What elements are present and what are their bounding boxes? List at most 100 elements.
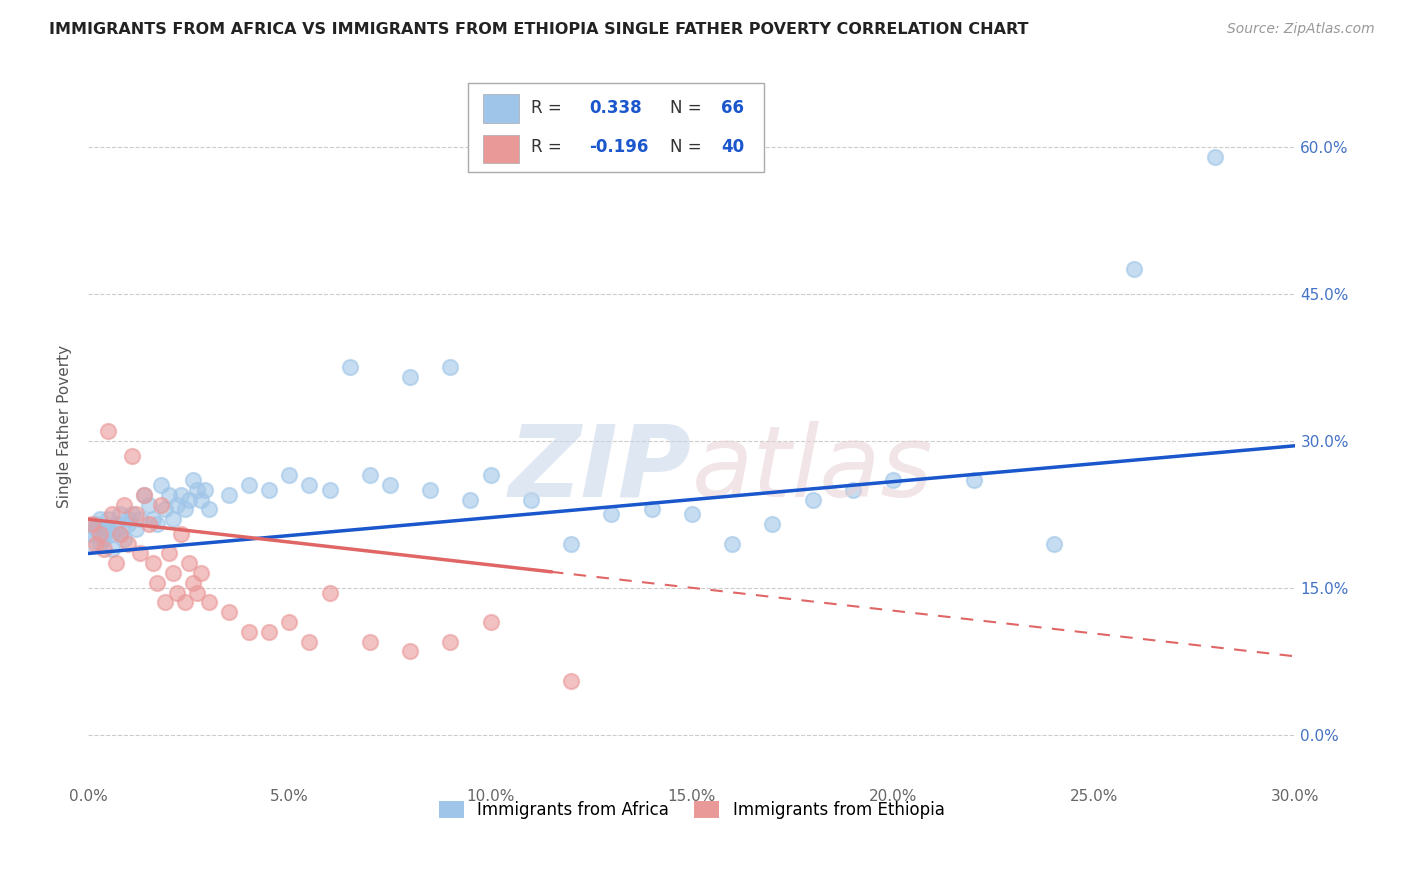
Point xyxy=(218,488,240,502)
Point xyxy=(479,468,502,483)
Point xyxy=(82,527,104,541)
Point xyxy=(560,673,582,688)
Point xyxy=(1123,262,1146,277)
Point xyxy=(166,585,188,599)
Point xyxy=(198,502,221,516)
Point xyxy=(153,502,176,516)
Point xyxy=(186,585,208,599)
Point xyxy=(640,502,662,516)
Point xyxy=(112,498,135,512)
Point xyxy=(162,566,184,580)
Text: ZIP: ZIP xyxy=(509,420,692,517)
Point xyxy=(298,478,321,492)
Text: 0.338: 0.338 xyxy=(589,99,641,117)
Text: 66: 66 xyxy=(721,99,744,117)
Point xyxy=(84,522,107,536)
Point xyxy=(145,517,167,532)
Text: 40: 40 xyxy=(721,138,744,156)
Point xyxy=(84,537,107,551)
Point xyxy=(166,498,188,512)
Text: Source: ZipAtlas.com: Source: ZipAtlas.com xyxy=(1227,22,1375,37)
Point xyxy=(125,508,148,522)
Point xyxy=(170,488,193,502)
Point xyxy=(134,488,156,502)
Point xyxy=(721,537,744,551)
Point xyxy=(93,527,115,541)
Point xyxy=(194,483,217,497)
Point xyxy=(117,537,139,551)
Point xyxy=(117,512,139,526)
Point xyxy=(399,370,422,384)
Legend: Immigrants from Africa, Immigrants from Ethiopia: Immigrants from Africa, Immigrants from … xyxy=(433,794,952,825)
Text: N =: N = xyxy=(671,138,707,156)
Point xyxy=(460,492,482,507)
Point xyxy=(162,512,184,526)
Point xyxy=(419,483,441,497)
Point xyxy=(190,492,212,507)
Point xyxy=(479,615,502,629)
Point xyxy=(121,508,143,522)
FancyBboxPatch shape xyxy=(468,83,765,172)
Point xyxy=(298,634,321,648)
Point xyxy=(93,541,115,556)
Point xyxy=(89,527,111,541)
Point xyxy=(181,575,204,590)
Point xyxy=(153,595,176,609)
Point xyxy=(145,575,167,590)
Point xyxy=(157,547,180,561)
Point xyxy=(257,483,280,497)
Point xyxy=(560,537,582,551)
Point xyxy=(842,483,865,497)
Point xyxy=(101,541,124,556)
Point xyxy=(962,473,984,487)
Y-axis label: Single Father Poverty: Single Father Poverty xyxy=(58,344,72,508)
Point xyxy=(218,605,240,619)
Point xyxy=(138,517,160,532)
Point xyxy=(105,556,128,570)
Point xyxy=(359,634,381,648)
Point xyxy=(97,522,120,536)
Point xyxy=(125,522,148,536)
Point xyxy=(181,473,204,487)
Point xyxy=(141,512,163,526)
Text: -0.196: -0.196 xyxy=(589,138,648,156)
Point xyxy=(149,498,172,512)
Point xyxy=(110,508,132,522)
Point xyxy=(520,492,543,507)
Point xyxy=(121,449,143,463)
Point xyxy=(110,527,132,541)
Point xyxy=(1043,537,1066,551)
Point xyxy=(134,488,156,502)
Point xyxy=(278,615,301,629)
Point xyxy=(82,517,104,532)
Point xyxy=(359,468,381,483)
Point xyxy=(93,532,115,546)
Point xyxy=(105,517,128,532)
Point xyxy=(257,624,280,639)
Point xyxy=(110,527,132,541)
Point xyxy=(129,512,152,526)
Point xyxy=(439,360,461,375)
Text: IMMIGRANTS FROM AFRICA VS IMMIGRANTS FROM ETHIOPIA SINGLE FATHER POVERTY CORRELA: IMMIGRANTS FROM AFRICA VS IMMIGRANTS FRO… xyxy=(49,22,1029,37)
Point xyxy=(439,634,461,648)
Point xyxy=(190,566,212,580)
Point xyxy=(238,624,260,639)
Point xyxy=(339,360,361,375)
Text: R =: R = xyxy=(531,99,567,117)
Point xyxy=(1204,150,1226,164)
Point xyxy=(882,473,904,487)
Point xyxy=(141,556,163,570)
Text: atlas: atlas xyxy=(692,420,934,517)
Point xyxy=(378,478,401,492)
Point xyxy=(89,512,111,526)
FancyBboxPatch shape xyxy=(482,95,519,123)
Point xyxy=(761,517,783,532)
Point xyxy=(101,527,124,541)
Point xyxy=(170,527,193,541)
Point xyxy=(105,522,128,536)
FancyBboxPatch shape xyxy=(482,135,519,163)
Point xyxy=(84,517,107,532)
Text: N =: N = xyxy=(671,99,707,117)
Point xyxy=(173,595,195,609)
Point xyxy=(198,595,221,609)
